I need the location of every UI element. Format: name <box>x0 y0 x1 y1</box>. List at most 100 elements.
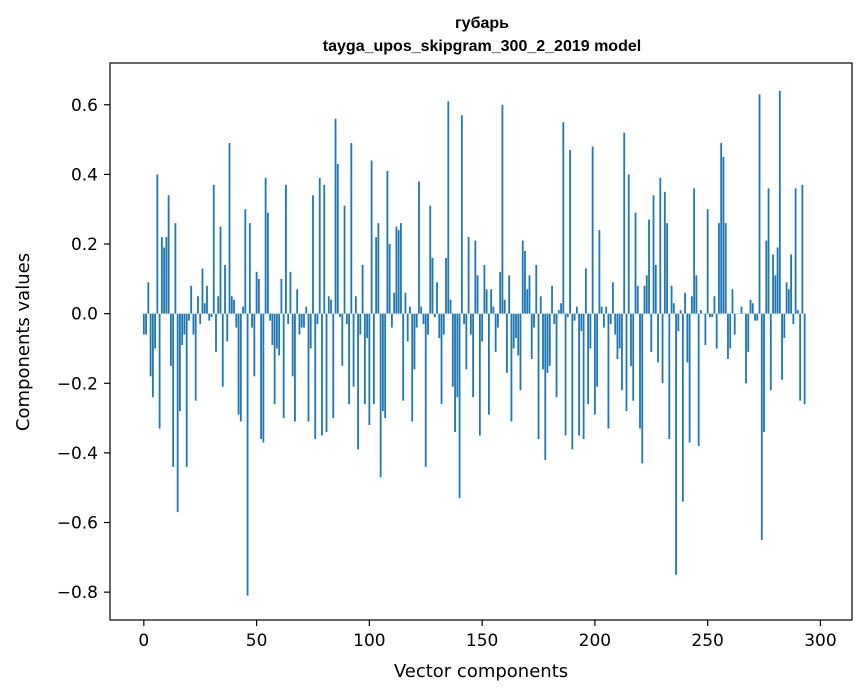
bar-29 <box>208 313 211 321</box>
bar-174 <box>535 264 538 314</box>
bar-114 <box>400 223 402 314</box>
bar-131 <box>438 313 441 339</box>
bar-146 <box>472 313 474 398</box>
bar-66 <box>291 313 294 377</box>
bar-218 <box>634 212 637 314</box>
bar-173 <box>533 313 535 328</box>
x-tick-label: 200 <box>579 631 611 651</box>
bar-61 <box>280 278 283 314</box>
bar-27 <box>203 303 206 314</box>
bar-157 <box>497 313 499 328</box>
bar-168 <box>521 240 524 314</box>
bar-274 <box>760 313 763 540</box>
bar-109 <box>388 244 391 314</box>
bar-57 <box>271 313 274 345</box>
bar-276 <box>765 240 768 314</box>
y-tick-label: −0.6 <box>57 514 98 534</box>
bar-108 <box>386 170 389 314</box>
bar-277 <box>767 188 770 314</box>
bar-144 <box>467 237 470 314</box>
chart-title: губарь <box>455 15 509 32</box>
bar-98 <box>363 313 366 405</box>
bar-164 <box>512 313 515 349</box>
bar-75 <box>312 195 314 314</box>
bar-34 <box>219 226 222 314</box>
bar-176 <box>539 296 542 314</box>
bar-5 <box>154 313 156 349</box>
bar-64 <box>287 313 290 325</box>
bar-231 <box>663 191 666 314</box>
bar-70 <box>300 313 303 328</box>
bar-31 <box>212 184 215 314</box>
bar-154 <box>490 289 493 314</box>
bar-120 <box>413 313 416 370</box>
bar-77 <box>316 313 319 325</box>
bar-212 <box>621 313 623 391</box>
y-axis-ticks: −0.8 −0.6 −0.4 −0.2 0.0 0.2 0.4 0.6 <box>57 96 110 603</box>
bar-217 <box>632 313 635 401</box>
bar-152 <box>485 289 488 314</box>
bar-78 <box>318 177 321 314</box>
bar-116 <box>404 292 407 314</box>
bar-88 <box>341 313 344 366</box>
bar-40 <box>233 299 235 314</box>
y-tick-label: −0.8 <box>57 583 98 603</box>
bar-238 <box>679 310 682 314</box>
bar-166 <box>517 313 520 356</box>
bar-205 <box>605 306 608 314</box>
bar-160 <box>503 299 506 314</box>
bar-199 <box>591 146 594 314</box>
bar-135 <box>447 101 450 314</box>
bar-39 <box>230 296 233 314</box>
bar-149 <box>478 313 481 436</box>
bar-85 <box>334 118 337 314</box>
bar-90 <box>345 313 348 325</box>
bar-224 <box>648 219 650 314</box>
bar-167 <box>519 313 522 391</box>
bar-2 <box>147 282 150 314</box>
bar-268 <box>747 313 750 352</box>
bar-130 <box>436 282 438 314</box>
bar-193 <box>578 313 580 436</box>
bar-260 <box>729 313 732 349</box>
bar-111 <box>393 292 396 314</box>
bar-186 <box>562 122 565 314</box>
bar-194 <box>580 313 583 332</box>
bar-97 <box>361 264 364 314</box>
x-axis-label: Vector components <box>394 661 568 682</box>
bar-81 <box>325 313 328 433</box>
bar-7 <box>158 313 161 429</box>
bar-28 <box>206 285 208 314</box>
bar-185 <box>560 303 562 314</box>
bar-190 <box>571 313 574 450</box>
bar-210 <box>616 313 619 359</box>
y-tick-label: 0.2 <box>71 235 98 255</box>
bar-259 <box>727 313 729 359</box>
bar-32 <box>215 313 217 352</box>
bar-83 <box>330 299 332 314</box>
bar-209 <box>614 313 617 335</box>
bar-141 <box>460 115 463 314</box>
bar-67 <box>294 313 296 422</box>
bar-284 <box>783 313 786 339</box>
bar-180 <box>548 313 551 366</box>
bar-267 <box>745 313 747 384</box>
bar-237 <box>677 313 680 332</box>
bar-178 <box>544 313 547 460</box>
bars <box>142 90 806 596</box>
bar-245 <box>695 275 698 314</box>
bar-17 <box>181 313 184 345</box>
bar-14 <box>174 223 177 314</box>
bar-30 <box>210 313 213 318</box>
bar-249 <box>704 313 707 345</box>
bar-261 <box>731 289 734 314</box>
bar-60 <box>278 313 281 356</box>
bar-140 <box>458 313 461 499</box>
bar-162 <box>508 275 511 314</box>
bar-129 <box>433 313 436 318</box>
bar-161 <box>506 313 508 373</box>
bar-222 <box>643 285 646 314</box>
bar-169 <box>524 250 526 314</box>
bar-43 <box>239 313 242 422</box>
bar-262 <box>733 313 736 335</box>
